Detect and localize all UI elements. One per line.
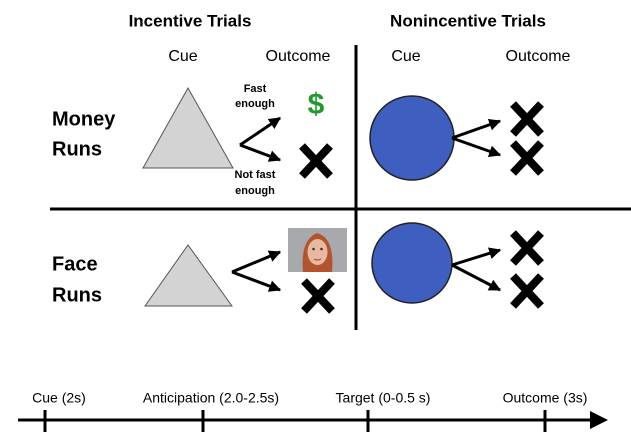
- column-title: Nonincentive Trials: [390, 11, 546, 30]
- row-label: Money: [52, 108, 116, 130]
- arrow: [452, 138, 500, 155]
- row-label: Face: [52, 253, 98, 275]
- column-label: Cue: [168, 48, 197, 65]
- arrow: [232, 272, 280, 290]
- feedback-label: Fast: [244, 83, 267, 95]
- timeline-label: Target (0-0.5 s): [336, 390, 431, 406]
- row-label: Runs: [52, 284, 102, 306]
- arrow: [452, 121, 500, 138]
- timeline-arrowhead: [590, 411, 608, 429]
- cue-circle: [372, 223, 452, 303]
- arrow: [240, 118, 280, 145]
- x-icon: [304, 281, 332, 311]
- feedback-label: Not fast: [235, 169, 276, 181]
- column-title: Incentive Trials: [129, 11, 252, 30]
- face-image: [288, 228, 347, 272]
- x-icon: [513, 276, 541, 306]
- cue-circle: [370, 96, 454, 180]
- diagram: Incentive Trials Nonincentive Trials Cue…: [0, 0, 631, 432]
- x-icon: [513, 233, 541, 263]
- feedback-label: enough: [235, 98, 275, 110]
- timeline-label: Outcome (3s): [503, 390, 588, 406]
- timeline-label: Anticipation (2.0-2.5s): [143, 390, 279, 406]
- column-label: Outcome: [506, 48, 571, 65]
- column-label: Cue: [391, 48, 420, 65]
- x-icon: [302, 146, 330, 176]
- column-label: Outcome: [266, 48, 331, 65]
- x-icon: [513, 143, 541, 173]
- feedback-label: enough: [235, 185, 275, 197]
- arrow: [452, 265, 500, 290]
- x-icon: [513, 104, 541, 134]
- arrow: [240, 145, 280, 160]
- timeline-label: Cue (2s): [32, 390, 86, 406]
- arrow: [452, 250, 500, 265]
- row-label: Runs: [52, 138, 102, 160]
- cue-triangle: [143, 88, 233, 168]
- cue-triangle: [145, 245, 232, 306]
- money-symbol: $: [308, 88, 325, 121]
- arrow: [232, 252, 280, 272]
